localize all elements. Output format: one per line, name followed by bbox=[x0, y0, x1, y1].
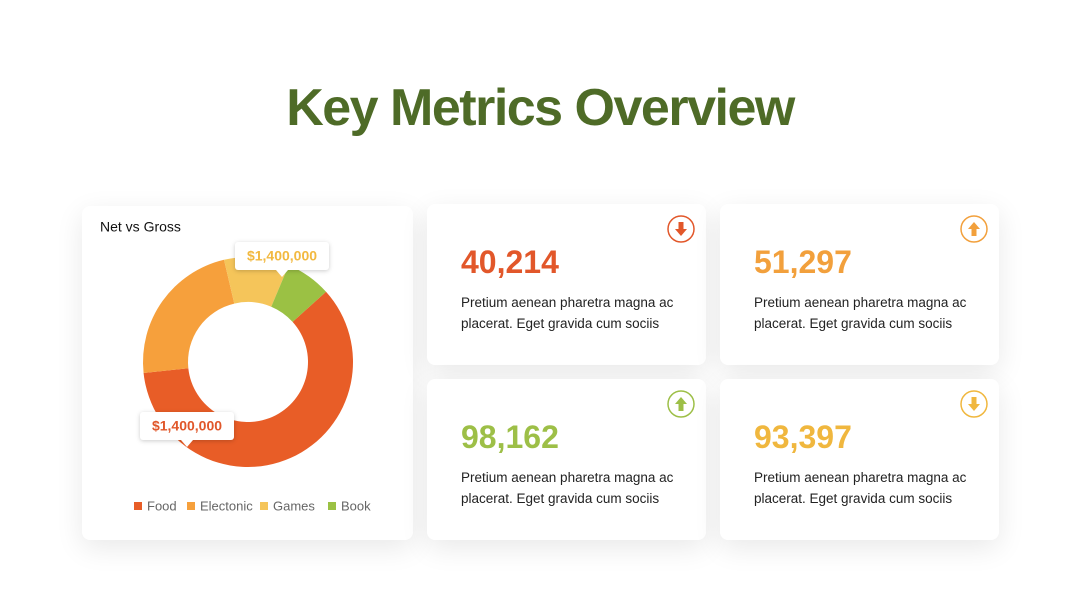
metric-text: Pretium aenean pharetra magna ac placera… bbox=[754, 470, 967, 506]
title: Key Metrics Overview bbox=[286, 79, 795, 137]
metric-value: 98,162 bbox=[461, 419, 559, 455]
metric-card: 51,297 Pretium aenean pharetra magna ac p… bbox=[720, 204, 999, 365]
icon-ring bbox=[667, 390, 695, 418]
metric-value: 40,214 bbox=[461, 244, 559, 280]
metric-text: Pretium aenean pharetra magna ac placera… bbox=[754, 295, 967, 331]
icon-ring bbox=[960, 215, 988, 243]
metric-card: 93,397 Pretium aenean pharetra magna ac p… bbox=[720, 379, 999, 540]
donut-slice bbox=[143, 259, 235, 373]
metric-value: 93,397 bbox=[754, 419, 852, 455]
legend-swatch bbox=[187, 502, 195, 510]
icon-arrow bbox=[968, 397, 980, 411]
legend-swatch bbox=[134, 502, 142, 510]
callout-label: $1,400,000 bbox=[152, 418, 222, 434]
icon-arrow bbox=[968, 222, 980, 236]
icon-ring bbox=[960, 390, 988, 418]
metric-text: Pretium aenean pharetra magna ac placera… bbox=[461, 295, 674, 331]
callout-box bbox=[235, 242, 329, 270]
legend-label: Electonic bbox=[200, 498, 253, 513]
donut-chart: Net vs Gross $1,400,000 $1,400,000 Food Ele… bbox=[100, 219, 371, 514]
trend-icon bbox=[667, 390, 695, 418]
callout-box bbox=[140, 412, 234, 440]
chart-title: Net vs Gross bbox=[100, 219, 181, 235]
trend-icon bbox=[667, 215, 695, 243]
legend-label: Food bbox=[147, 498, 177, 513]
metric-text: Pretium aenean pharetra magna ac placera… bbox=[461, 470, 674, 506]
icon-arrow bbox=[675, 397, 687, 411]
legend-swatch bbox=[260, 502, 268, 510]
trend-icon bbox=[960, 390, 988, 418]
metric-card: 98,162 Pretium aenean pharetra magna ac p… bbox=[427, 379, 706, 540]
legend-label: Games bbox=[273, 498, 315, 513]
trend-icon bbox=[960, 215, 988, 243]
metric-value: 51,297 bbox=[754, 244, 852, 280]
callout-tip bbox=[181, 440, 193, 447]
metric-card: 40,214 Pretium aenean pharetra magna ac p… bbox=[427, 204, 706, 365]
icon-arrow bbox=[675, 222, 687, 236]
legend-swatch bbox=[328, 502, 336, 510]
donut-slice bbox=[271, 265, 327, 322]
callout-tip bbox=[276, 270, 288, 277]
icon-ring bbox=[667, 215, 695, 243]
legend-label: Book bbox=[341, 498, 371, 513]
chart-panel: Net vs Gross $1,400,000 $1,400,000 Food Ele… bbox=[82, 206, 413, 540]
callout-label: $1,400,000 bbox=[247, 248, 317, 264]
